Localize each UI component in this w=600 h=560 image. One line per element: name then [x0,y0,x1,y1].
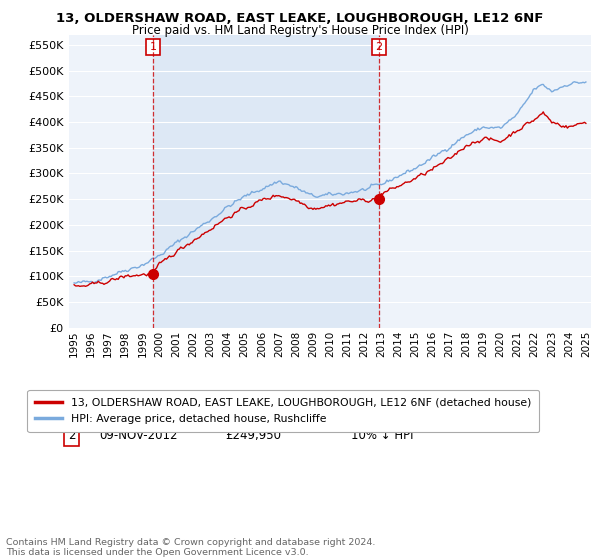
Text: 2: 2 [375,42,382,52]
Text: £105,000: £105,000 [226,410,281,423]
Text: £249,950: £249,950 [226,429,281,442]
Bar [153,35,379,328]
Text: 10% ↓ HPI: 10% ↓ HPI [351,410,413,423]
Text: 1: 1 [68,410,76,423]
Text: 13, OLDERSHAW ROAD, EAST LEAKE, LOUGHBOROUGH, LE12 6NF: 13, OLDERSHAW ROAD, EAST LEAKE, LOUGHBOR… [56,12,544,25]
Text: Price paid vs. HM Land Registry's House Price Index (HPI): Price paid vs. HM Land Registry's House … [131,24,469,37]
Text: 2: 2 [68,429,76,442]
Text: 1: 1 [149,42,157,52]
Text: Contains HM Land Registry data © Crown copyright and database right 2024.
This d: Contains HM Land Registry data © Crown c… [6,538,376,557]
Text: 10% ↓ HPI: 10% ↓ HPI [351,429,413,442]
Text: 13-AUG-1999: 13-AUG-1999 [99,410,178,423]
Text: 09-NOV-2012: 09-NOV-2012 [99,429,178,442]
Legend: 13, OLDERSHAW ROAD, EAST LEAKE, LOUGHBOROUGH, LE12 6NF (detached house), HPI: Av: 13, OLDERSHAW ROAD, EAST LEAKE, LOUGHBOR… [28,390,539,432]
